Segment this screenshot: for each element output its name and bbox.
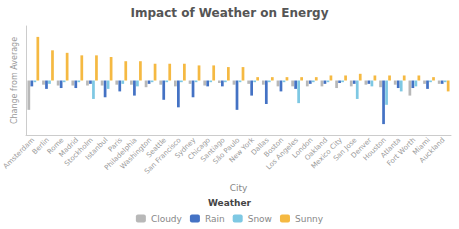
svg-text:Berlin: Berlin (30, 136, 51, 157)
svg-text:Miami: Miami (411, 136, 432, 157)
svg-text:Rain: Rain (205, 214, 225, 224)
svg-text:San Jose: San Jose (332, 136, 359, 163)
svg-text:Seattle: Seattle (144, 136, 169, 160)
svg-text:Change from Average: Change from Average (10, 37, 19, 124)
svg-text:City: City (230, 183, 248, 193)
svg-text:Philadelphia: Philadelphia (103, 136, 139, 172)
svg-text:Denver: Denver (349, 136, 374, 160)
svg-text:Los Angeles: Los Angeles (264, 136, 300, 172)
svg-text:Cloudy: Cloudy (151, 214, 183, 224)
svg-text:Fort Worth: Fort Worth (385, 136, 418, 168)
svg-text:São Paulo: São Paulo (211, 136, 242, 166)
svg-text:Istanbul: Istanbul (84, 136, 109, 161)
svg-text:Dallas: Dallas (249, 136, 271, 157)
svg-text:Impact of Weather on Energy: Impact of Weather on Energy (130, 6, 328, 20)
svg-text:Oakland: Oakland (303, 136, 330, 163)
svg-text:Madrid: Madrid (57, 136, 81, 159)
svg-text:Sydney: Sydney (173, 136, 198, 161)
svg-text:Snow: Snow (248, 214, 272, 224)
svg-text:Sunny: Sunny (295, 214, 324, 224)
svg-text:Amsterdam: Amsterdam (2, 136, 36, 170)
svg-text:Rome: Rome (45, 136, 66, 156)
svg-text:Chicago: Chicago (186, 136, 212, 162)
svg-text:Stockholm: Stockholm (63, 136, 95, 168)
svg-text:Boston: Boston (262, 136, 286, 159)
svg-text:Houston: Houston (361, 136, 388, 163)
svg-text:Paris: Paris (106, 136, 125, 154)
svg-text:London: London (290, 136, 315, 160)
svg-text:Mexico City: Mexico City (309, 136, 344, 171)
svg-text:Atlanta: Atlanta (379, 136, 403, 160)
svg-text:San Francisco: San Francisco (143, 136, 183, 176)
svg-text:Washington: Washington (118, 136, 154, 171)
svg-text:Santiago: Santiago (199, 136, 227, 164)
svg-text:Weather: Weather (208, 198, 252, 208)
svg-text:New York: New York (227, 136, 256, 165)
svg-text:Auckland: Auckland (418, 136, 446, 164)
